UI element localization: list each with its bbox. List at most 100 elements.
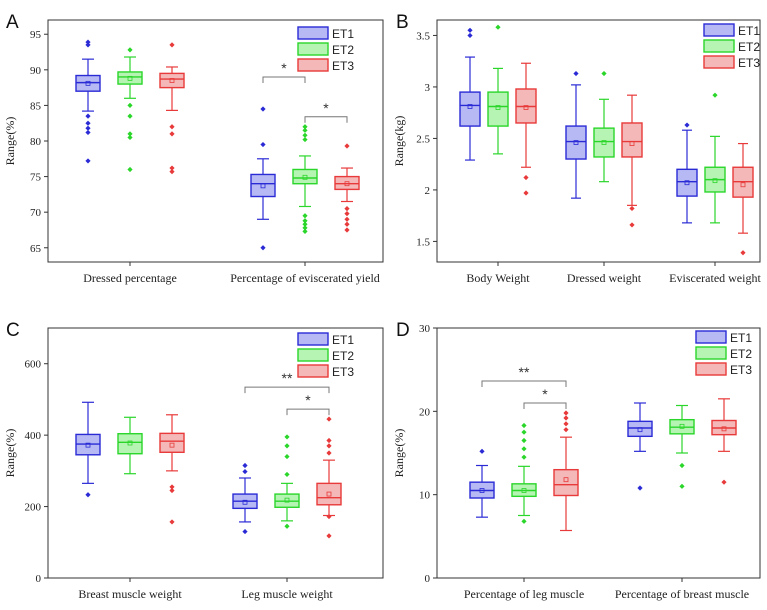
- outlier-point: [169, 42, 175, 48]
- box-et1: [75, 39, 101, 164]
- y-tick-label: 80: [30, 136, 42, 148]
- outlier-point: [479, 448, 485, 454]
- outlier-point: [85, 120, 91, 126]
- outlier-point: [563, 415, 569, 421]
- outlier-point: [302, 127, 308, 133]
- legend-label-et2: ET2: [332, 43, 354, 57]
- box-iqr: [487, 91, 509, 127]
- outlier-point: [740, 250, 746, 256]
- x-tick-label: Percentage of leg muscle: [464, 587, 584, 601]
- plot-frame: [436, 19, 761, 263]
- box-iqr: [627, 420, 653, 438]
- significance-label: **: [282, 370, 293, 386]
- x-tick-label: Body Weight: [466, 271, 530, 285]
- outlier-point: [302, 136, 308, 143]
- legend-label-et1: ET1: [332, 333, 354, 347]
- outlier-point: [169, 165, 175, 171]
- box-iqr: [676, 168, 698, 197]
- x-tick-label: Eviscerated weight: [669, 271, 761, 285]
- box-et3: [159, 42, 185, 175]
- significance-bracket: **: [481, 364, 567, 387]
- box-et1: [232, 462, 258, 535]
- mean-marker: [721, 426, 727, 432]
- outlier-point: [169, 519, 175, 525]
- box-et1: [565, 70, 587, 199]
- mean-marker: [601, 140, 607, 145]
- outlier-point: [169, 124, 175, 130]
- outlier-point: [573, 70, 579, 77]
- bracket-line: [304, 116, 348, 123]
- outlier-point: [326, 513, 332, 520]
- outlier-point: [127, 113, 133, 119]
- y-axis-label: Range(%): [3, 117, 17, 166]
- box-et3: [316, 416, 342, 539]
- box-et3: [621, 94, 643, 228]
- significance-label: *: [323, 100, 329, 116]
- outlier-point: [326, 533, 332, 539]
- outlier-point: [521, 422, 527, 429]
- box-et1: [676, 122, 698, 224]
- outlier-point: [679, 483, 685, 489]
- bracket-line: [286, 408, 330, 416]
- chart-panel-a: A 65 70 75 80 85 90 95 Range(%) Dressed percentag…: [3, 12, 384, 285]
- y-tick-label: 3.5: [416, 30, 430, 42]
- y-tick-label: 30: [419, 323, 431, 335]
- outlier-point: [302, 218, 308, 224]
- y-tick-label: 0: [36, 573, 42, 585]
- y-tick-label: 90: [30, 65, 42, 77]
- box-et3: [515, 62, 537, 196]
- outlier-point: [85, 158, 91, 164]
- outlier-point: [521, 429, 527, 435]
- y-tick-label: 20: [419, 406, 431, 418]
- box-et3: [334, 143, 360, 233]
- legend-swatch-et2: [695, 346, 727, 360]
- box-iqr: [292, 168, 318, 185]
- outlier-point: [521, 437, 527, 444]
- box-et1: [459, 27, 481, 161]
- outlier-point: [344, 206, 350, 212]
- mean-marker: [169, 442, 175, 448]
- box-iqr: [159, 72, 185, 89]
- box-iqr: [553, 468, 579, 497]
- box-iqr: [117, 433, 143, 455]
- box-iqr: [117, 71, 143, 85]
- y-tick-label: 95: [30, 29, 42, 41]
- mean-marker: [573, 140, 579, 145]
- significance-label: *: [281, 60, 287, 76]
- significance-label: **: [519, 364, 530, 380]
- significance-label: *: [542, 386, 548, 402]
- plot-frame: [47, 327, 384, 579]
- outlier-point: [523, 174, 529, 181]
- outlier-point: [326, 443, 332, 449]
- mean-marker: [242, 499, 248, 505]
- legend-swatch-et2: [703, 39, 735, 53]
- legend-swatch-et3: [703, 55, 735, 69]
- box-et3: [159, 414, 185, 525]
- legend-label-et2: ET2: [730, 347, 752, 361]
- outlier-point: [712, 92, 718, 98]
- outlier-point: [85, 113, 91, 119]
- outlier-point: [326, 437, 332, 444]
- legend-label-et3: ET3: [332, 365, 354, 379]
- bracket-line: [523, 402, 567, 409]
- legend: ET1 ET2 ET3: [297, 332, 354, 379]
- mean-marker: [495, 105, 501, 110]
- outlier-point: [302, 228, 308, 234]
- x-tick-label: Dressed percentage: [83, 271, 177, 285]
- outlier-point: [284, 453, 290, 460]
- legend-label-et3: ET3: [332, 59, 354, 73]
- mean-marker: [479, 488, 485, 493]
- mean-marker: [302, 174, 308, 180]
- box-iqr: [565, 125, 587, 160]
- y-axis-label: Range(%): [3, 429, 17, 478]
- mean-marker: [85, 442, 91, 448]
- box-et2: [292, 124, 318, 234]
- outlier-point: [601, 70, 607, 77]
- outlier-point: [127, 166, 133, 173]
- outlier-point: [679, 462, 685, 469]
- outlier-point: [127, 131, 133, 137]
- box-et3: [732, 142, 754, 256]
- outlier-point: [326, 450, 332, 456]
- outlier-point: [563, 421, 569, 427]
- y-tick-label: 1.5: [416, 236, 430, 248]
